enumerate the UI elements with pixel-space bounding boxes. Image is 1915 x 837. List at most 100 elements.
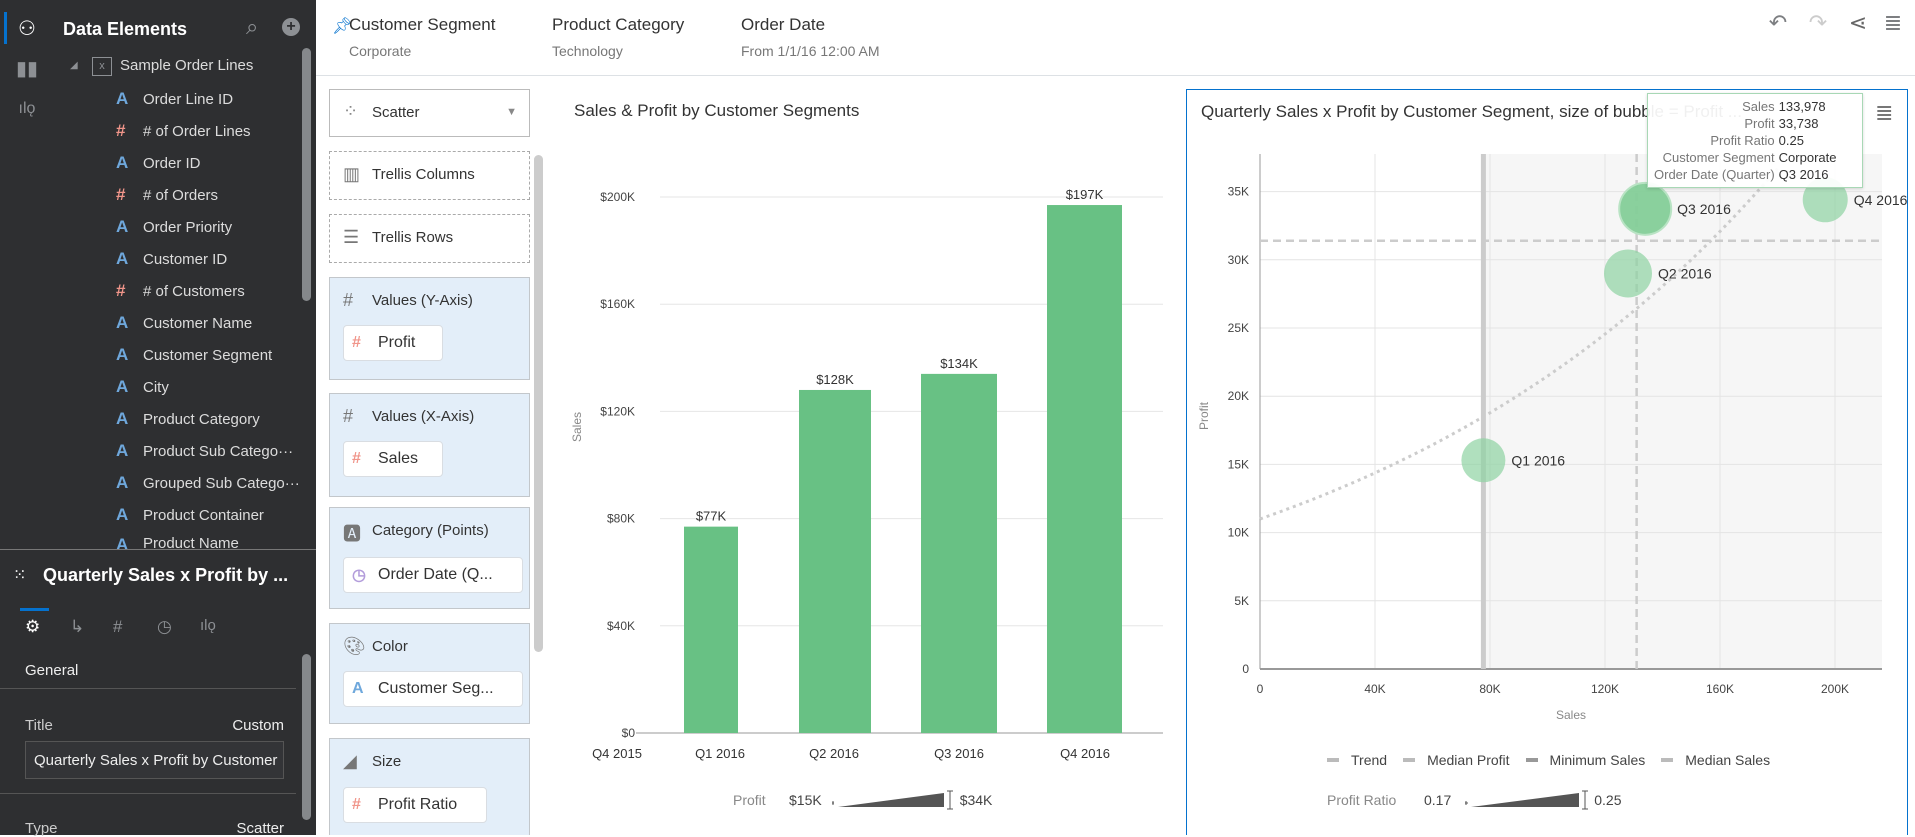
chart-type-dropdown[interactable]: ⁘ Scatter ▼ — [329, 89, 530, 137]
data-elements-icon[interactable]: ⚇ — [18, 18, 36, 40]
filter-value[interactable]: Technology — [552, 43, 623, 59]
x-tick-label: 80K — [1479, 682, 1500, 696]
legend-item[interactable]: Median Profit — [1427, 752, 1510, 768]
profit-ratio-pill[interactable]: # Profit Ratio — [343, 787, 487, 823]
category-dropzone[interactable]: 🅰︎ Category (Points) ◷ Order Date (Q... — [329, 507, 530, 609]
size-dropzone[interactable]: ◢ Size # Profit Ratio — [329, 738, 530, 835]
values-x-dropzone[interactable]: # Values (X-Axis) # Sales — [329, 393, 530, 497]
color-dropzone[interactable]: 🎨︎ Color A Customer Seg... — [329, 623, 530, 724]
scatter-chart-panel[interactable]: Quarterly Sales x Profit by Customer Seg… — [1186, 89, 1908, 835]
data-element-item[interactable]: A Order ID — [116, 151, 201, 175]
tooltip-key: Profit — [1744, 116, 1775, 131]
attribute-icon: A — [116, 153, 129, 172]
analytics-icon[interactable]: ılǫ — [200, 617, 216, 634]
data-source-name[interactable]: Sample Order Lines — [120, 57, 254, 74]
grammar-scrollbar[interactable] — [534, 155, 543, 652]
legend-swatch — [1403, 758, 1416, 762]
measure-icon: # — [352, 334, 361, 351]
data-element-item[interactable]: # # of Order Lines — [116, 119, 251, 143]
data-element-item[interactable]: A Customer Name — [116, 311, 252, 335]
y-tick-label: 30K — [1228, 253, 1249, 267]
data-element-item[interactable]: A Grouped Sub Catego··· — [116, 471, 300, 495]
columns-icon: ▥ — [343, 164, 361, 184]
sales-pill[interactable]: # Sales — [343, 441, 443, 477]
scrollbar[interactable] — [302, 48, 311, 301]
tooltip-row: Sales 133,978 — [1654, 98, 1836, 115]
x-tick-label: Q2 2016 — [809, 746, 859, 761]
size-wedge — [831, 790, 953, 810]
filter-title[interactable]: Customer Segment — [349, 15, 496, 34]
add-icon[interactable]: + — [282, 18, 300, 36]
collapse-triangle-icon[interactable]: ◢ — [70, 60, 78, 71]
bar-chart: $0 $40K $80K $120K $160K $200K Sales Q4 2015 Q1 … — [570, 187, 1163, 761]
data-element-item[interactable]: A Order Line ID — [116, 87, 233, 111]
data-element-item[interactable]: A Product Container — [116, 503, 264, 527]
data-element-item[interactable]: A Customer ID — [116, 247, 227, 271]
filter-title[interactable]: Order Date — [741, 15, 826, 34]
data-element-item[interactable]: A Product Category — [116, 407, 260, 431]
filter-title[interactable]: Product Category — [552, 15, 685, 34]
item-label: Order Line ID — [143, 90, 234, 108]
type-label: Type — [25, 820, 58, 837]
filter-value[interactable]: From 1/1/16 12:00 AM — [741, 43, 880, 59]
size-icon: ◢ — [343, 751, 357, 771]
data-element-item[interactable]: A Product Name — [116, 535, 239, 549]
y-tick-label: 5K — [1234, 594, 1249, 608]
x-tick-label: Q1 2016 — [695, 746, 745, 761]
x-tick-label: 0 — [1257, 682, 1264, 696]
attribute-icon: A — [352, 680, 364, 697]
chart-menu-icon[interactable]: ≣ — [1875, 100, 1894, 125]
analytics-icon[interactable]: ılǫ — [18, 100, 36, 117]
legend-label: Profit — [733, 792, 766, 808]
data-element-item[interactable]: A City — [116, 375, 169, 399]
section-general[interactable]: General — [25, 662, 79, 679]
axis-icon[interactable]: ↳ — [70, 617, 85, 636]
trellis-rows-dropzone[interactable]: ☰ Trellis Rows — [329, 214, 530, 263]
data-element-item[interactable]: A Product Sub Catego··· — [116, 439, 293, 463]
y-tick-label: 35K — [1228, 185, 1249, 199]
data-element-item[interactable]: # # of Customers — [116, 279, 245, 303]
scrollbar[interactable] — [302, 654, 311, 820]
attribute-icon: A — [116, 473, 129, 492]
y-axis-label: Profit — [1197, 401, 1211, 430]
legend-item[interactable]: Trend — [1351, 752, 1388, 768]
values-y-dropzone[interactable]: # Values (Y-Axis) # Profit — [329, 277, 530, 380]
legend-item[interactable]: Minimum Sales — [1549, 752, 1646, 768]
panel-title: Data Elements — [63, 19, 188, 39]
tooltip-row: Order Date (Quarter) Q3 2016 — [1654, 166, 1836, 183]
undo-icon[interactable]: ↶ — [1768, 10, 1788, 35]
data-element-item[interactable]: # # of Orders — [116, 183, 218, 207]
number-format-icon[interactable]: # — [113, 617, 123, 636]
redo-icon[interactable]: ↷ — [1808, 10, 1828, 35]
profit-size-legend: Profit $15K $34K — [733, 789, 992, 811]
profit-pill[interactable]: # Profit — [343, 325, 443, 361]
pin-icon[interactable]: 📌︎ — [332, 18, 353, 35]
pill-label: Profit — [378, 334, 416, 351]
item-label: Customer ID — [143, 250, 228, 268]
trellis-columns-dropzone[interactable]: ▥ Trellis Columns — [329, 151, 530, 200]
x-axis-label: Sales — [1556, 708, 1586, 722]
customer-segment-pill[interactable]: A Customer Seg... — [343, 671, 523, 707]
bar — [1047, 205, 1122, 733]
filter-value[interactable]: Corporate — [349, 43, 412, 59]
order-date-pill[interactable]: ◷ Order Date (Q... — [343, 557, 523, 593]
filter-bar: 📌︎ Customer Segment Corporate Product Ca… — [316, 0, 1915, 76]
share-icon[interactable]: ⋖ — [1848, 10, 1868, 35]
pill-label: Order Date (Q... — [378, 566, 493, 583]
title-mode[interactable]: Custom — [232, 717, 284, 734]
legend-item[interactable]: Median Sales — [1685, 752, 1771, 768]
menu-icon[interactable]: ≣ — [1883, 10, 1903, 35]
visualizations-icon[interactable]: ▮▮ — [15, 58, 38, 80]
type-value[interactable]: Scatter — [236, 820, 284, 837]
general-settings-icon[interactable]: ⚙ — [25, 617, 41, 636]
x-tick-label: 200K — [1821, 682, 1849, 696]
search-icon[interactable]: ⌕ — [246, 14, 259, 39]
active-tab-indicator — [4, 12, 7, 44]
dropzone-label: Category (Points) — [372, 522, 489, 539]
data-element-item[interactable]: A Order Priority — [116, 215, 232, 239]
date-time-icon[interactable]: ◷ — [157, 617, 172, 636]
palette-icon: 🎨︎ — [343, 636, 366, 656]
title-input[interactable]: Quarterly Sales x Profit by Customer — [25, 741, 284, 779]
data-element-item[interactable]: A Customer Segment — [116, 343, 272, 367]
y-tick-label: 0 — [1242, 662, 1249, 676]
